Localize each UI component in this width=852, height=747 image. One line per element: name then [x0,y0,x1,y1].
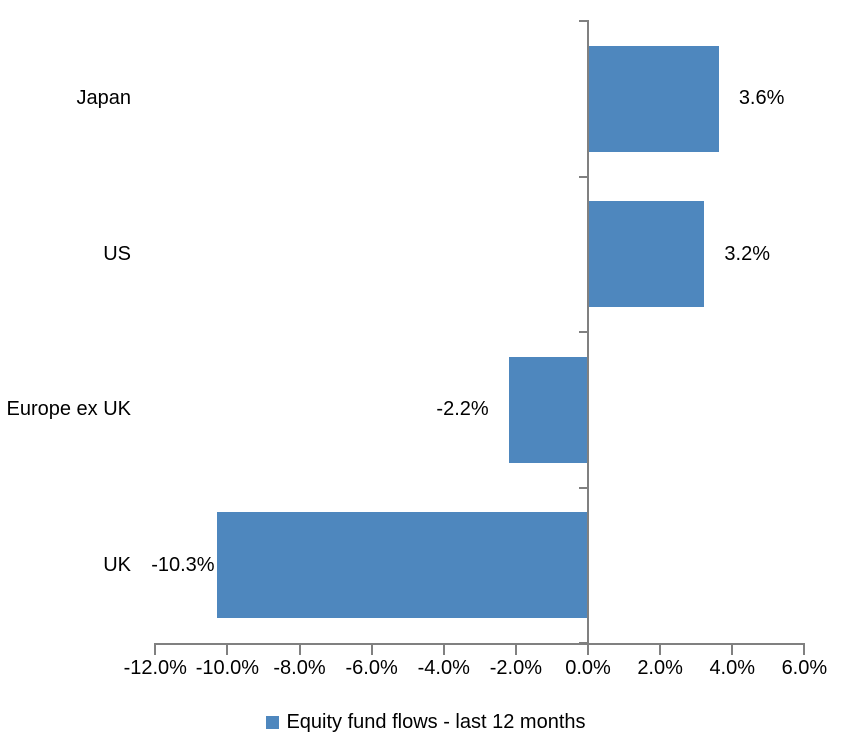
bar-value-label-uk: -10.3% [151,553,215,576]
category-label-japan: Japan [76,87,132,110]
x-tick-label: 0.0% [565,657,611,679]
x-tick-label: -12.0% [123,657,187,679]
bar-value-label-us: 3.2% [724,242,770,265]
x-axis-tick [659,643,662,655]
legend-label: Equity fund flows - last 12 months [286,710,586,733]
x-tick-label: 4.0% [709,657,756,679]
y-axis-tick [579,331,587,333]
x-axis-tick [514,643,517,655]
bar-japan [589,45,719,152]
x-axis-tick [154,643,157,655]
bar-value-label-japan: 3.6% [738,87,785,110]
bar-europe-ex-uk [508,356,588,463]
x-tick-label: 6.0% [781,657,828,679]
category-label-europe-ex-uk: Europe ex UK [6,398,131,421]
legend: Equity fund flows - last 12 months [0,706,852,738]
y-axis-line [587,20,589,645]
x-tick-label: -2.0% [489,657,542,679]
category-label-us: US [103,242,131,265]
x-axis-tick [370,643,373,655]
legend-marker-icon [266,715,280,729]
x-axis-tick [587,643,589,655]
x-tick-label: -6.0% [345,657,398,679]
y-axis-tick [579,486,587,489]
bar-uk [216,512,588,619]
x-axis-tick [803,643,806,655]
x-axis-line [154,643,806,645]
y-axis-tick [579,175,587,178]
x-tick-label: -4.0% [417,657,470,679]
bar-value-label-europe-ex-uk: -2.2% [436,398,489,421]
x-axis-tick [442,643,445,655]
y-axis-tick [579,20,587,22]
bar-us [589,201,705,308]
x-tick-label: 2.0% [637,657,683,679]
x-tick-label: -10.0% [195,657,260,679]
category-label-uk: UK [103,553,131,576]
x-axis-tick [731,643,734,655]
x-axis-tick [298,643,301,655]
x-tick-label: -8.0% [273,657,326,679]
x-axis-tick [226,643,229,655]
